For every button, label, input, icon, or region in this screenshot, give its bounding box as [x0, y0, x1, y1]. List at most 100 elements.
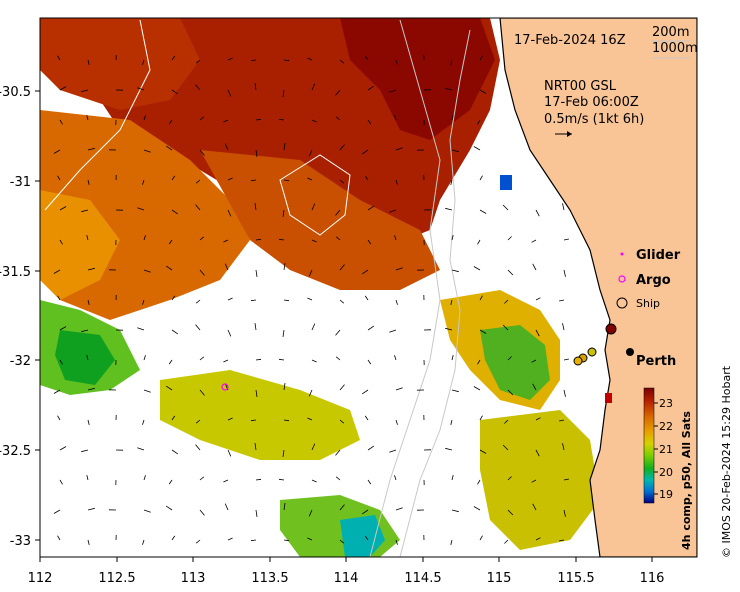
x-tick-label: 114	[334, 571, 359, 586]
current-vector	[195, 204, 201, 211]
current-vector	[283, 419, 290, 422]
current-vector	[535, 329, 540, 337]
current-vector	[504, 539, 509, 544]
current-vector	[311, 83, 316, 91]
current-vector	[224, 263, 229, 271]
current-vector	[562, 203, 565, 211]
sst-patch-green-east	[480, 325, 550, 400]
ship-marker-c	[573, 356, 583, 366]
current-vector	[361, 389, 369, 395]
current-vector	[57, 55, 61, 61]
current-vector	[335, 89, 341, 96]
current-vector	[87, 539, 90, 545]
current-vector	[254, 443, 257, 451]
current-vector	[255, 358, 262, 361]
current-vector	[335, 209, 341, 216]
current-vector	[87, 387, 95, 391]
current-vector	[339, 384, 345, 391]
current-vector	[165, 145, 173, 151]
current-vector	[367, 359, 372, 365]
glider-legend-icon	[620, 252, 624, 256]
current-vector	[531, 479, 537, 483]
current-vector	[451, 509, 459, 513]
colorbar-tick-label: 20	[659, 466, 673, 479]
current-vector	[339, 539, 345, 544]
current-vector	[335, 329, 341, 336]
current-vector	[87, 59, 90, 65]
sst-patch-yellow-south	[160, 370, 360, 460]
current-vector	[307, 537, 313, 541]
current-vector	[502, 204, 509, 211]
current-vector	[479, 209, 487, 214]
current-vector	[278, 478, 285, 481]
current-vector	[255, 389, 258, 397]
current-vector	[227, 89, 232, 97]
current-vector	[171, 449, 179, 455]
current-vector	[59, 479, 63, 485]
current-vector	[308, 509, 313, 517]
current-vector	[165, 385, 173, 391]
current-vector	[87, 179, 90, 185]
current-vector	[227, 297, 233, 301]
current-vector	[168, 239, 173, 245]
current-vector	[308, 389, 313, 397]
current-vector	[168, 359, 173, 365]
current-vector	[502, 444, 509, 451]
current-vector	[87, 507, 95, 511]
current-vector	[473, 146, 481, 151]
current-vector	[223, 119, 229, 123]
current-vector	[451, 389, 459, 393]
x-ticks	[39, 557, 653, 562]
credit-text: © IMOS 20-Feb-2024 15:29 Hobart	[720, 365, 733, 558]
current-vector	[171, 295, 176, 301]
current-vector	[199, 116, 205, 121]
current-vector	[335, 356, 341, 361]
current-vector	[137, 447, 145, 451]
current-vector	[223, 479, 229, 483]
current-vector	[364, 535, 369, 541]
current-vector	[559, 299, 565, 302]
x-tick-label: 113.5	[251, 571, 288, 586]
contour-1000m	[369, 19, 441, 557]
current-vector	[283, 59, 290, 62]
ship-marker-b	[587, 347, 597, 357]
plot-frame	[39, 17, 698, 558]
ship-marker-north	[605, 323, 617, 335]
current-vector	[171, 329, 179, 335]
current-vector	[532, 263, 537, 271]
current-vector	[535, 537, 541, 541]
current-vector	[59, 446, 67, 451]
current-vector	[227, 57, 233, 61]
current-vector	[562, 443, 565, 451]
current-vector	[308, 269, 313, 277]
current-vector	[168, 479, 173, 485]
current-vector	[81, 89, 89, 93]
contour-loop-white	[279, 154, 351, 236]
current-vector	[254, 83, 257, 91]
current-vector	[479, 295, 483, 301]
current-vector	[477, 119, 481, 125]
sst-patch-green-core	[55, 330, 115, 385]
current-vector	[563, 509, 566, 517]
current-vector	[445, 447, 453, 451]
current-vector	[451, 475, 454, 481]
current-vector	[367, 85, 375, 91]
sst-patch-blue-spot	[500, 175, 512, 190]
colorbar-tick-label: 19	[659, 488, 673, 501]
current-vector	[339, 59, 345, 64]
current-vector	[227, 209, 232, 217]
current-vector	[195, 179, 201, 184]
current-legend-source: NRT00 GSL	[544, 79, 617, 94]
colorbar-tick-label: 21	[659, 443, 673, 456]
current-vector	[339, 504, 345, 511]
current-vector	[335, 236, 341, 241]
current-vector	[86, 115, 89, 121]
current-vector	[311, 323, 316, 331]
current-vector	[479, 175, 483, 181]
current-vector	[311, 119, 317, 123]
current-vector	[311, 443, 316, 451]
current-vector	[283, 503, 286, 511]
current-vector	[507, 236, 512, 241]
current-vector	[53, 509, 61, 514]
